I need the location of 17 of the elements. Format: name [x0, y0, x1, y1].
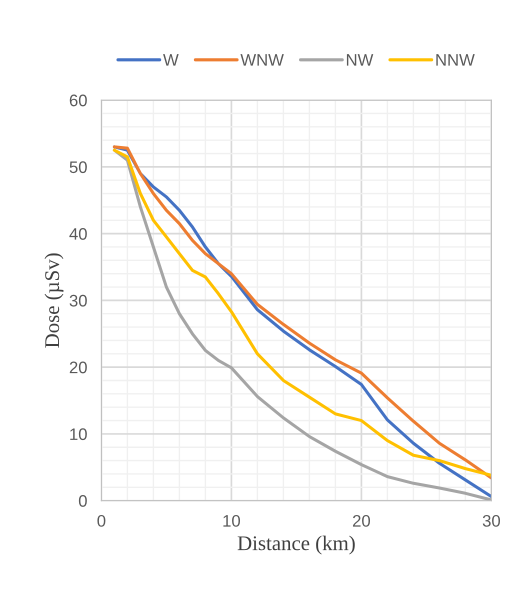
legend-label: WNW	[240, 54, 284, 66]
x-tick-label: 30	[482, 514, 500, 527]
x-tick-label: 0	[97, 514, 106, 527]
x-tick-label: 20	[352, 514, 370, 527]
y-tick-label: 10	[70, 428, 87, 440]
legend-label: NNW	[436, 54, 475, 66]
legend-label: NW	[346, 54, 374, 66]
y-tick-label: 30	[70, 294, 87, 307]
y-tick-label: 60	[70, 94, 87, 106]
y-tick-label: 0	[78, 495, 87, 507]
y-tick-label: 40	[69, 228, 87, 240]
y-axis-title: Dose (µSv)	[44, 253, 64, 348]
x-tick-label: 10	[223, 514, 240, 527]
x-axis-title: Distance (km)	[238, 536, 355, 555]
legend-label: W	[163, 54, 179, 66]
y-tick-label: 50	[70, 161, 87, 174]
y-tick-label: 20	[70, 362, 87, 374]
